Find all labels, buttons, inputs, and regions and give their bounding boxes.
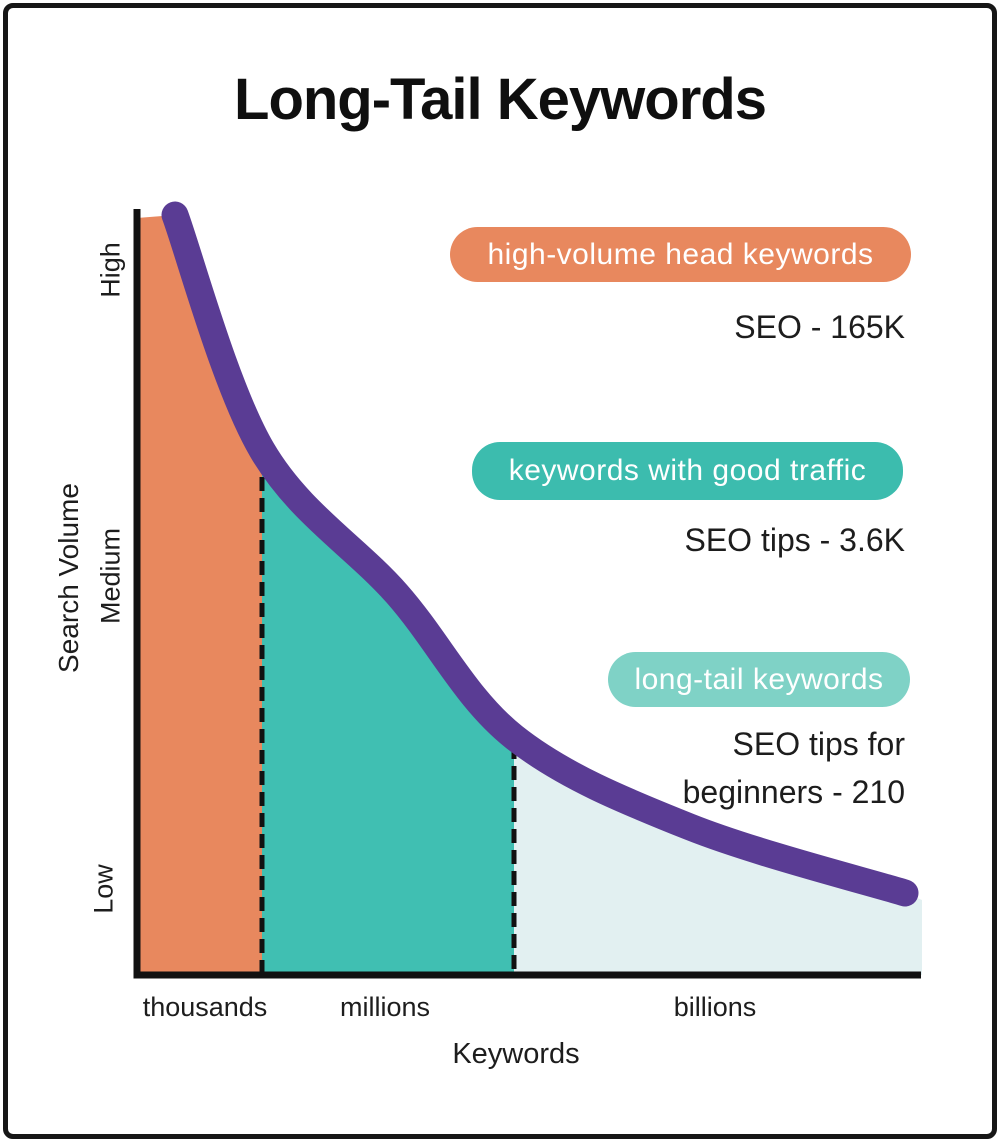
example-long-tail: SEO tips for beginners - 210 [450,720,905,816]
x-tick-millions: millions [339,992,431,1022]
region-fill-good-traffic [262,450,514,975]
x-axis-title: Keywords [452,1038,580,1070]
example-line: beginners - 210 [682,774,905,810]
chart-title: Long-Tail Keywords [234,67,767,132]
example-line: SEO tips - 3.6K [684,522,905,558]
axes-lines [133,209,921,979]
decay-curve [161,201,919,907]
x-tick-billions: billions [673,992,757,1022]
y-tick-low: Low [88,864,119,914]
badge-long-tail: long-tail keywords [608,652,910,707]
badge-good-traffic: keywords with good traffic [472,442,903,500]
badge-good-traffic-label: keywords with good traffic [508,454,867,487]
example-line: SEO tips for [732,726,906,762]
example-line: SEO - 165K [734,309,905,345]
y-tick-high: High [95,242,126,298]
example-head-keywords: SEO - 165K [450,303,905,351]
badge-head-keywords-label: high-volume head keywords [487,237,874,271]
y-tick-medium: Medium [95,527,126,625]
example-good-traffic: SEO tips - 3.6K [450,516,905,564]
badge-head-keywords: high-volume head keywords [450,227,911,282]
y-axis-title: Search Volume [53,483,84,673]
badge-long-tail-label: long-tail keywords [634,662,884,696]
x-tick-thousands: thousands [142,992,268,1022]
